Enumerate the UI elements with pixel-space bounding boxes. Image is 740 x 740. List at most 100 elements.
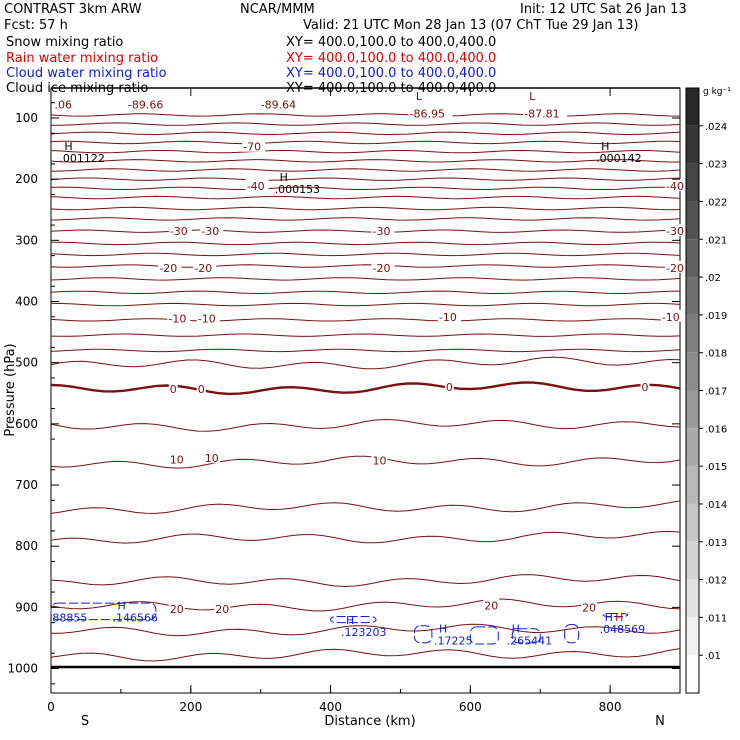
colorbar-swatch bbox=[686, 125, 699, 164]
temperature-contour-line bbox=[51, 623, 681, 637]
marker-value: .000142 bbox=[596, 152, 642, 165]
marker-symbol: H bbox=[615, 611, 623, 624]
cloud-water-contour bbox=[469, 626, 499, 645]
contour-label-bg bbox=[168, 602, 185, 615]
field-xy-cloud-water: XY= 400.0,100.0 to 400.0,400.0 bbox=[286, 66, 497, 81]
contour-label: -86.95 bbox=[410, 108, 445, 121]
contour-label-bg bbox=[245, 178, 269, 191]
colorbar-tick-label: .01 bbox=[705, 651, 721, 662]
contour-label-bg bbox=[259, 97, 304, 110]
colorbar-tick-label: .022 bbox=[705, 197, 727, 208]
temperature-contour-line bbox=[50, 264, 681, 268]
temperature-contour-line bbox=[50, 252, 681, 257]
contour-label: -89.64 bbox=[261, 99, 296, 112]
contour-label: -20 bbox=[159, 262, 177, 275]
contour-label: -10 bbox=[439, 311, 457, 324]
colorbar-tick-label: .013 bbox=[705, 538, 727, 549]
marker-value: .265441 bbox=[507, 635, 552, 648]
contour-label-bg bbox=[444, 380, 454, 393]
colorbar-swatch bbox=[686, 277, 699, 315]
contour-label-bg bbox=[660, 309, 684, 322]
x-tick-label: 400 bbox=[319, 700, 342, 714]
contour-label-bg bbox=[214, 602, 231, 615]
temperature-contour-line bbox=[50, 381, 681, 396]
temperature-contour-line bbox=[50, 177, 681, 181]
colorbar-tick-label: .02 bbox=[705, 273, 721, 284]
temperature-contour-line bbox=[50, 159, 680, 163]
temperature-contour-line bbox=[50, 356, 681, 370]
temperature-contour-line bbox=[50, 206, 681, 211]
contour-label-bg bbox=[371, 224, 395, 237]
field-label-cloud-water: Cloud water mixing ratio bbox=[6, 66, 167, 81]
y-axis-label: Pressure (hPa) bbox=[3, 343, 18, 436]
contour-label-bg bbox=[640, 380, 650, 393]
cloud-water-contours bbox=[50, 602, 629, 645]
contour-label: -30 bbox=[666, 225, 684, 238]
contour-label-bg bbox=[483, 598, 500, 611]
contour-label: -40 bbox=[666, 180, 684, 193]
marker-symbol: H bbox=[605, 611, 613, 624]
colorbar-tick-label: .023 bbox=[705, 160, 727, 171]
temperature-contour-line bbox=[50, 648, 681, 662]
colorbar-tick-label: .021 bbox=[705, 235, 727, 246]
contour-label: -10 bbox=[662, 311, 680, 324]
forecast-hour: Fcst: 57 h bbox=[4, 18, 68, 33]
contour-label: .06 bbox=[54, 99, 72, 112]
temperature-contour-line bbox=[50, 229, 681, 233]
contour-label-bg bbox=[126, 97, 171, 110]
colorbar-swatch bbox=[686, 655, 699, 693]
contour-label-bg bbox=[168, 381, 178, 394]
temperature-contour-line bbox=[50, 333, 681, 337]
cloud-water-contour bbox=[602, 612, 629, 618]
colorbar-swatch bbox=[686, 579, 699, 618]
contour-label: 20 bbox=[215, 603, 229, 616]
contour-label: 0 bbox=[642, 381, 649, 394]
x-end-label-south: S bbox=[81, 714, 89, 729]
x-tick-label: 200 bbox=[179, 700, 202, 714]
contour-label: 0 bbox=[446, 381, 453, 394]
temperature-contours bbox=[50, 113, 681, 662]
marker-value: .000153 bbox=[275, 183, 321, 196]
temperature-contour-line bbox=[50, 241, 681, 246]
colorbar-swatch bbox=[686, 466, 699, 504]
contour-label: 0 bbox=[198, 383, 205, 396]
contour-label: -30 bbox=[170, 225, 188, 238]
colorbar-swatch bbox=[686, 503, 699, 542]
marker-symbol: H bbox=[280, 171, 288, 184]
contour-label-bg bbox=[168, 224, 192, 237]
contour-labels: -89.66 -89.64-86.95 -87.81.06-70-40 -40-30-… bbox=[53, 97, 689, 616]
colorbar-tick-label: .016 bbox=[705, 424, 727, 435]
x-tick-label: 0 bbox=[47, 700, 55, 714]
colorbar-swatch bbox=[686, 428, 699, 467]
contour-label-bg bbox=[371, 453, 388, 466]
contour-label-bg bbox=[196, 381, 206, 394]
temperature-contour-line bbox=[50, 574, 681, 588]
temperature-contour-line bbox=[50, 290, 681, 295]
contour-label-bg bbox=[665, 178, 689, 191]
marker-symbol: H bbox=[118, 599, 126, 612]
colorbar-swatch bbox=[686, 390, 699, 429]
cloud-water-contour bbox=[50, 602, 157, 621]
temperature-contour-line bbox=[50, 186, 681, 191]
temperature-contour-line bbox=[50, 598, 681, 612]
marker-value: .001122 bbox=[59, 152, 105, 165]
contour-label-bg bbox=[53, 97, 77, 110]
marker-symbol: L bbox=[529, 90, 536, 103]
org-label: NCAR/MMM bbox=[240, 2, 315, 17]
colorbar-unit: g kg⁻¹ bbox=[703, 87, 731, 97]
y-tick-label: 300 bbox=[15, 233, 38, 247]
contour-label-bg bbox=[193, 260, 217, 273]
cloud-water-contour bbox=[413, 625, 433, 644]
contour-label-bg bbox=[196, 311, 220, 324]
contour-label-bg bbox=[167, 311, 191, 324]
colorbar-tick-label: .014 bbox=[705, 500, 727, 511]
colorbar-swatch bbox=[686, 314, 699, 353]
contour-label-bg bbox=[523, 106, 568, 119]
field-xy-rain: XY= 400.0,100.0 to 400.0,400.0 bbox=[286, 51, 497, 66]
temperature-contour-line bbox=[50, 530, 681, 544]
contour-label-bg bbox=[200, 224, 224, 237]
contour-label: -30 bbox=[372, 225, 390, 238]
contour-label: -20 bbox=[666, 262, 684, 275]
contour-label: -89.66 bbox=[128, 99, 163, 112]
